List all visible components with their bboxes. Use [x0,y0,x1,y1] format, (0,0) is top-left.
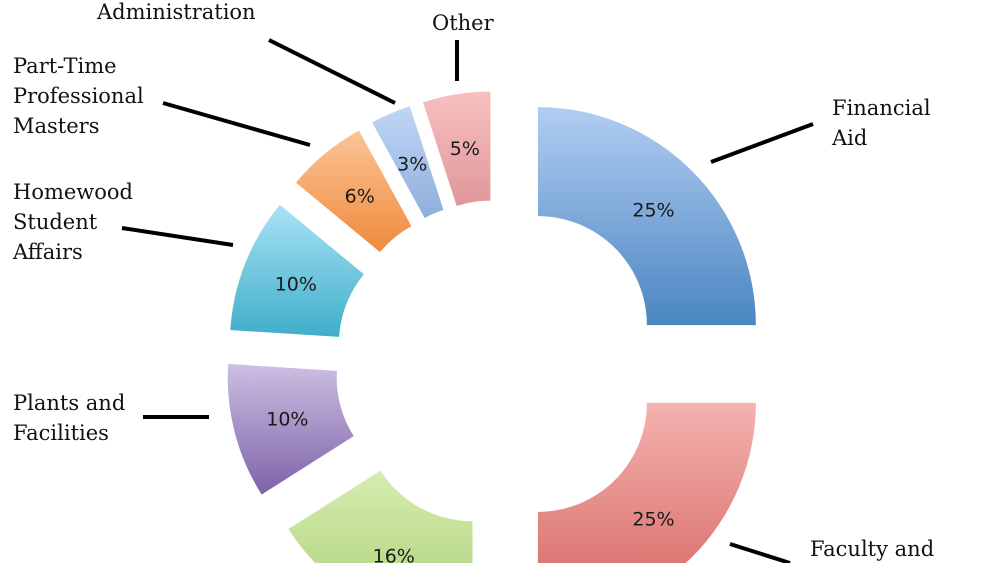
slice-percent-faculty-and: 25% [632,509,674,531]
label-plants-and-facilities: Plants and Facilities [13,391,125,445]
category-labels: Financial Aid Faculty and Plants and Facilit… [12,0,934,561]
slice-percent-homewood-student-affairs: 10% [275,274,317,296]
slice-percent-plants-and-facilities: 10% [266,408,308,430]
label-part-time-professional-masters: Part-Time Professional Masters [13,54,144,138]
label-homewood-student-affairs: Homewood Student Affairs [12,180,133,264]
slice-percent-financial-aid: 25% [632,199,674,221]
slice-financial-aid [537,107,756,326]
slice-percent-labels: 25% 25% 16% 10% 10% 6% 3% 5% [266,138,674,563]
slice-percent-unlabeled: 16% [373,545,415,563]
slice-other [423,91,491,207]
slice-faculty-and [537,402,756,563]
leader-line-part-time-professional-masters [162,101,311,147]
slice-unlabeled [288,470,473,563]
label-other: Other [432,11,495,35]
slice-percent-administration: 3% [397,153,427,175]
slice-plants-and-facilities [227,363,354,495]
slice-percent-part-time-professional-masters: 6% [345,186,375,208]
label-faculty-and: Faculty and [810,537,934,561]
slice-administration [372,106,444,219]
label-financial-aid: Financial Aid [831,96,931,150]
slice-percent-other: 5% [450,138,480,160]
leader-line-financial-aid [710,122,814,164]
leader-line-homewood-student-affairs [121,226,234,247]
slice-homewood-student-affairs [230,204,364,337]
leader-line-faculty-and [729,542,791,563]
chart-slices [227,91,756,563]
leader-line-administration [268,38,396,105]
slice-part-time-professional-masters [295,130,412,253]
label-administration: Administration [96,0,256,24]
leader-lines [121,38,814,563]
